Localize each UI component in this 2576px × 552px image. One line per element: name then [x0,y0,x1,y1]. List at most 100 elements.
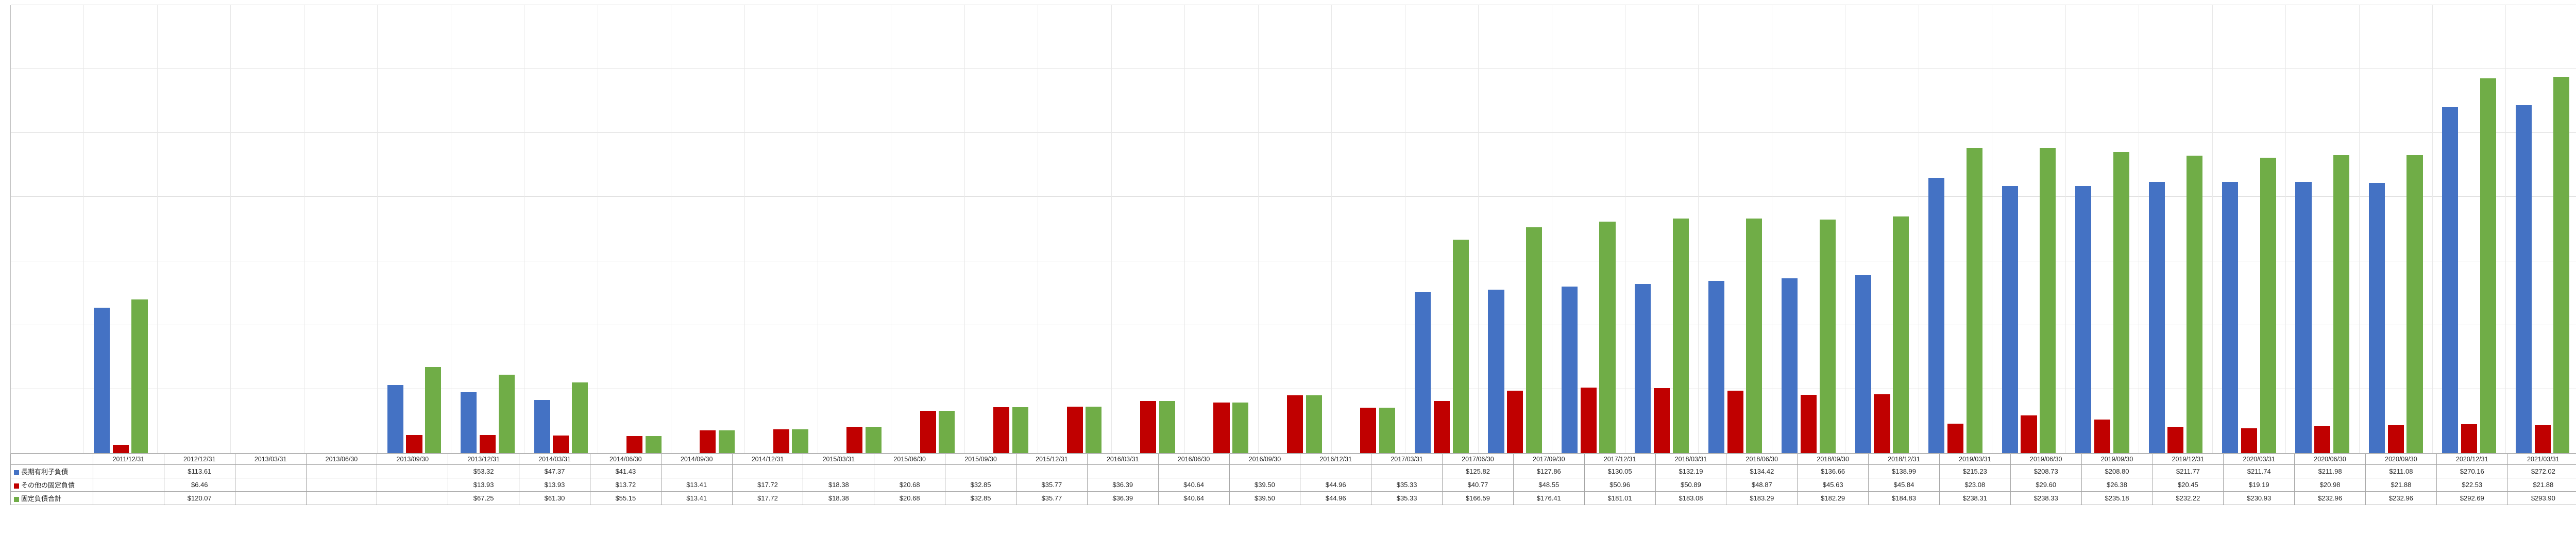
table-value-cell: $61.30 [519,492,590,505]
table-value-cell [732,465,803,478]
table-value-cell [377,465,448,478]
table-value-cell: $23.08 [1939,478,2010,492]
table-value-cell: $215.23 [1939,465,2010,478]
chart-bar [2113,152,2129,453]
chart-bar [94,308,110,453]
table-value-cell [306,478,377,492]
chart-bar [1855,275,1871,453]
table-value-cell: $19.19 [2224,478,2295,492]
chart-bar [2241,428,2257,453]
chart-category-slot [1478,5,1551,453]
chart-bar [920,411,936,453]
chart-category-slot [1698,5,1771,453]
chart-bar [2406,155,2422,453]
table-date-cell: 2017/09/30 [1513,454,1584,465]
chart-bar [2461,424,2477,453]
chart-bar [993,407,1009,453]
table-value-cell: $35.33 [1371,478,1443,492]
chart-bar [1287,395,1303,453]
chart-bar [773,429,789,453]
table-series-label: 長期有利子負債 [21,468,68,476]
table-value-cell [306,492,377,505]
chart-category-slot [230,5,303,453]
chart-bar [2040,148,2056,453]
chart-category-slot [524,5,597,453]
chart-category-slot [2065,5,2139,453]
chart-category-slot [2359,5,2432,453]
chart-category-slot [2139,5,2212,453]
table-value-cell [235,478,306,492]
table-value-cell: $293.90 [2507,492,2576,505]
chart-bar [1488,290,1504,453]
table-series-swatch [14,497,19,502]
chart-category-slot [1331,5,1404,453]
chart-bar [1159,401,1175,453]
chart-bar [1727,391,1743,453]
table-date-cell: 2018/09/30 [1798,454,1869,465]
table-value-cell: $181.01 [1584,492,1655,505]
table-date-cell: 2018/12/31 [1869,454,1940,465]
table-value-cell: $20.68 [874,478,945,492]
table-value-cell: $21.88 [2507,478,2576,492]
table-value-cell [306,465,377,478]
chart-bar [1140,401,1156,453]
table-date-cell: 2013/03/31 [235,454,306,465]
table-date-cell: 2019/06/30 [2010,454,2081,465]
chart-category-slot [157,5,230,453]
chart-bar [719,430,735,453]
table-date-cell: 2014/09/30 [661,454,732,465]
chart-category-slot [304,5,377,453]
table-value-cell: $53.32 [448,465,519,478]
table-value-cell: $55.15 [590,492,661,505]
table-date-cell: 2015/06/30 [874,454,945,465]
chart-bar [1947,424,1963,453]
chart-bar [2149,182,2165,453]
table-date-cell: 2019/03/31 [1939,454,2010,465]
chart-bar [866,427,882,453]
chart-plot-area [10,5,2576,454]
table-value-cell [235,465,306,478]
chart-category-slot [1845,5,1918,453]
chart-bar [2002,186,2018,453]
chart-bar [1360,408,1376,453]
table-value-cell: $17.72 [732,492,803,505]
chart-category-slot [1919,5,1992,453]
table-value-cell: $182.29 [1798,492,1869,505]
table-value-cell: $40.77 [1443,478,1514,492]
chart-category-slot [1625,5,1698,453]
chart-bar [2480,78,2496,453]
table-series-label: その他の固定負債 [21,481,75,489]
table-row: 長期有利子負債$113.61$53.32$47.37$41.43$125.82$… [11,465,2576,478]
chart-category-slot [11,5,83,453]
chart-bar [553,436,569,453]
table-value-cell [377,478,448,492]
table-date-cell: 2016/03/31 [1087,454,1158,465]
chart-bar [2535,425,2551,453]
table-value-cell: $50.89 [1655,478,1726,492]
table-date-cell: 2013/09/30 [377,454,448,465]
chart-bars-layer [11,5,2576,453]
chart-bar [1086,407,1101,453]
table-value-cell: $138.99 [1869,465,1940,478]
table-date-cell: 2020/03/31 [2224,454,2295,465]
table-value-cell: $211.74 [2224,465,2295,478]
chart-category-slot [1111,5,1184,453]
table-date-cell: 2016/12/31 [1300,454,1371,465]
table-value-cell: $50.96 [1584,478,1655,492]
table-series-header: その他の固定負債 [11,478,93,492]
chart-bar [2167,427,2183,453]
table-value-cell: $20.45 [2153,478,2224,492]
table-header-row: 2011/12/312012/12/312013/03/312013/06/30… [11,454,2576,465]
table-series-swatch [14,483,19,489]
table-value-cell: $48.87 [1726,478,1798,492]
table-date-cell: 2020/06/30 [2295,454,2366,465]
chart-bar [2553,77,2569,453]
chart-bar [1893,216,1909,453]
chart-bar [1654,388,1670,453]
table-value-cell [1229,465,1300,478]
table-value-cell: $211.08 [2366,465,2437,478]
chart-bar [1306,395,1322,453]
table-date-cell: 2017/12/31 [1584,454,1655,465]
chart-category-slot [891,5,964,453]
chart-bar [1067,407,1083,453]
